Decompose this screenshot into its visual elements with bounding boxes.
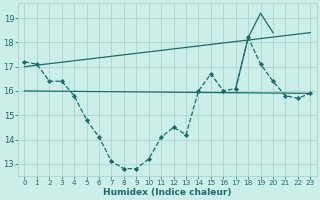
X-axis label: Humidex (Indice chaleur): Humidex (Indice chaleur) [103,188,232,197]
